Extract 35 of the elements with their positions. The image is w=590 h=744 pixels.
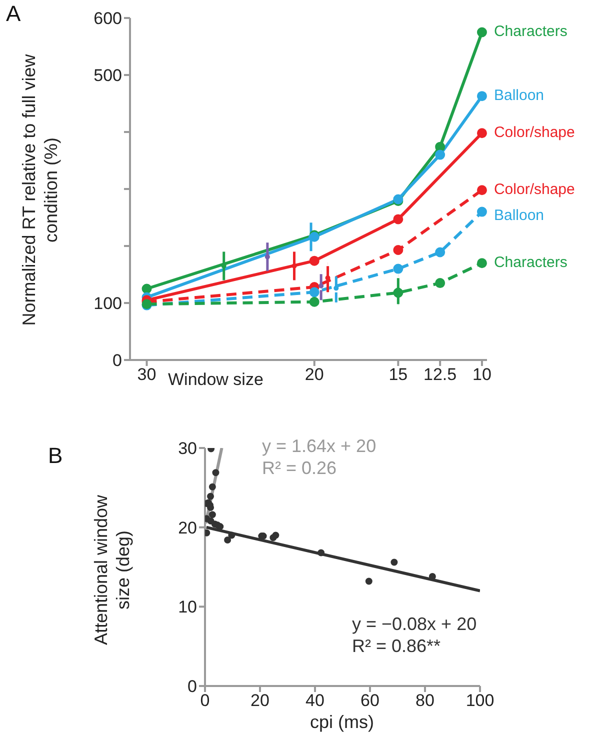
x-tick-label: 20 <box>250 691 270 710</box>
x-tick-label: 30 <box>137 365 156 384</box>
y-tick-label: 10 <box>178 598 197 617</box>
x-tick-label: 15 <box>388 365 408 384</box>
x-tick-label: 100 <box>466 691 494 710</box>
series-label: Color/shape <box>494 181 575 198</box>
series-label: Characters <box>494 254 568 272</box>
y-tick-label: 500 <box>94 66 122 86</box>
annotation: y = −0.08x + 20 <box>352 614 477 635</box>
series-label: Characters <box>494 23 568 40</box>
x-tick-label: 20 <box>304 365 324 384</box>
y-axis-title: Normalized RT relative to full view condition (%) <box>18 53 62 328</box>
x-tick-label: 60 <box>360 691 380 710</box>
y-tick-label: 20 <box>178 518 197 538</box>
x-tick-label: 0 <box>200 691 210 710</box>
x-axis-title: Window size <box>168 370 264 390</box>
x-tick-label: 10 <box>472 365 492 384</box>
annotation: R² = 0.86** <box>352 636 441 657</box>
y-axis-title: Attentional window size (deg) <box>90 494 134 648</box>
y-tick-label: 0 <box>112 351 122 370</box>
x-tick-label: 80 <box>416 691 434 710</box>
y-tick-label: 600 <box>94 9 122 28</box>
series-label: Balloon <box>494 87 544 104</box>
x-tick-label: 40 <box>306 691 324 710</box>
x-axis-title: cpi (ms) <box>309 712 375 733</box>
y-tick-label: 100 <box>94 294 122 314</box>
chart-title: A <box>6 1 21 26</box>
series-label: Color/shape <box>494 124 575 142</box>
y-tick-label: 0 <box>188 677 197 696</box>
chart-title: B <box>48 443 63 468</box>
x-tick-label: 12.5 <box>424 365 457 384</box>
y-tick-label: 30 <box>178 439 197 458</box>
series-label: Balloon <box>494 207 544 224</box>
annotation: R² = 0.26 <box>262 458 337 479</box>
annotation: y = 1.64x + 20 <box>262 436 376 457</box>
